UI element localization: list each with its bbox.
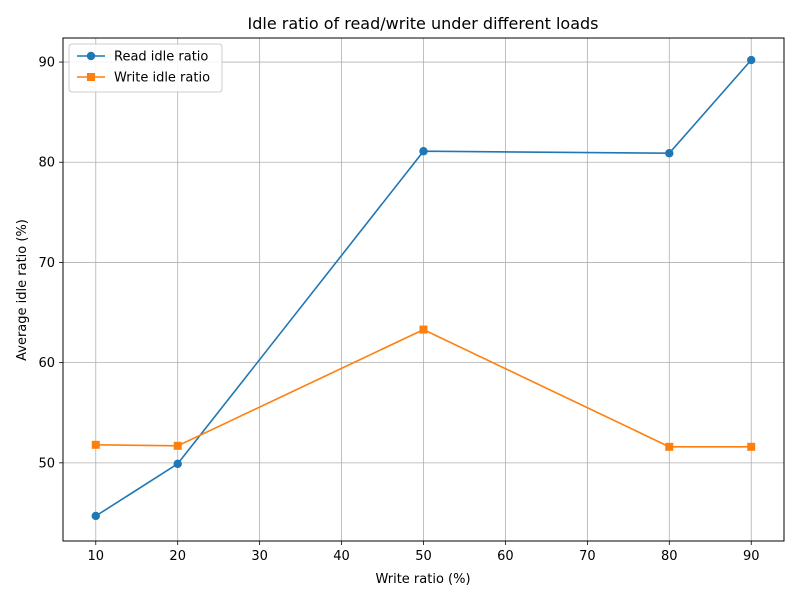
y-tick-label: 90 — [38, 56, 55, 71]
x-tick-label: 60 — [497, 549, 514, 564]
data-point — [91, 511, 100, 521]
x-axis-label: Write ratio (%) — [375, 572, 470, 587]
data-point — [747, 442, 756, 451]
data-point — [747, 55, 756, 65]
x-tick-label: 20 — [169, 549, 186, 564]
y-tick-label: 50 — [38, 456, 55, 471]
data-point — [173, 441, 182, 450]
x-tick-label: 70 — [579, 549, 596, 564]
y-axis-ticks: 50 60 70 80 90 — [38, 56, 63, 471]
data-point — [419, 147, 428, 156]
x-tick-label: 90 — [743, 549, 760, 564]
y-tick-label: 60 — [38, 356, 55, 371]
legend-marker — [87, 73, 95, 81]
data-point — [419, 325, 428, 334]
series-layer — [91, 55, 756, 521]
y-axis-label: Average idle ratio (%) — [15, 219, 30, 361]
y-tick-label: 80 — [38, 156, 55, 171]
data-point — [665, 149, 674, 158]
legend-marker — [86, 51, 96, 61]
grid-lines — [63, 38, 784, 541]
legend-label: Read idle ratio — [114, 50, 208, 65]
chart-title: Idle ratio of read/write under different… — [248, 14, 599, 33]
legend: Read idle ratio Write idle ratio — [68, 43, 223, 93]
x-axis-ticks: 10 20 30 40 50 60 70 80 90 — [87, 541, 760, 564]
legend-box — [68, 43, 223, 93]
data-point — [173, 459, 182, 469]
x-tick-label: 80 — [661, 549, 678, 564]
x-tick-label: 30 — [251, 549, 268, 564]
x-tick-label: 10 — [87, 549, 104, 564]
legend-label: Write idle ratio — [114, 71, 210, 86]
data-point — [91, 440, 100, 449]
y-tick-label: 70 — [38, 256, 55, 271]
data-point — [665, 442, 674, 451]
x-tick-label: 40 — [333, 549, 350, 564]
x-tick-label: 50 — [415, 549, 432, 564]
